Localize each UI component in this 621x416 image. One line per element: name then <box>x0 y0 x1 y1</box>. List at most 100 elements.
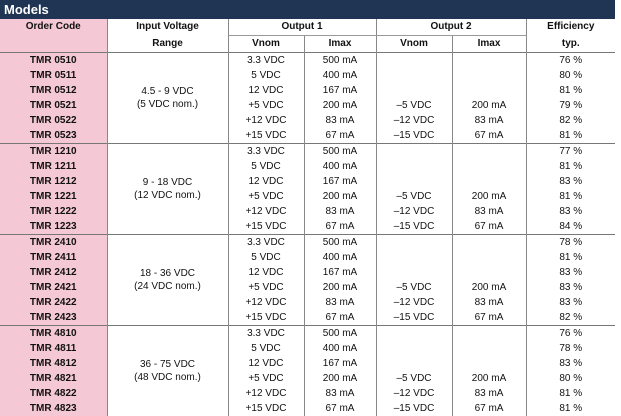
cell-empty <box>452 326 526 342</box>
cell-imax2: 83 mA <box>452 295 526 310</box>
header-cell: Vnom <box>376 36 452 53</box>
order-code: TMR 4822 <box>0 386 107 401</box>
cell-empty <box>376 83 452 98</box>
order-code: TMR 0511 <box>0 68 107 83</box>
cell-empty <box>376 53 452 69</box>
cell-vnom2: –15 VDC <box>376 401 452 416</box>
cell-efficiency: 78 % <box>526 235 615 251</box>
order-code: TMR 0512 <box>0 83 107 98</box>
cell-vnom1: +12 VDC <box>228 204 304 219</box>
cell-vnom1: 3.3 VDC <box>228 235 304 251</box>
cell-efficiency: 81 % <box>526 386 615 401</box>
cell-imax1: 200 mA <box>304 280 376 295</box>
cell-empty <box>376 235 452 251</box>
cell-imax1: 400 mA <box>304 341 376 356</box>
cell-imax2: 83 mA <box>452 386 526 401</box>
header-cell: Imax <box>304 36 376 53</box>
cell-efficiency: 83 % <box>526 280 615 295</box>
cell-empty <box>452 174 526 189</box>
cell-empty <box>452 265 526 280</box>
input-nominal: (48 VDC nom.) <box>134 372 201 383</box>
cell-imax1: 167 mA <box>304 265 376 280</box>
order-code: TMR 1212 <box>0 174 107 189</box>
cell-vnom2: –12 VDC <box>376 204 452 219</box>
cell-imax1: 167 mA <box>304 356 376 371</box>
cell-empty <box>376 144 452 160</box>
input-range: 4.5 - 9 VDC <box>141 86 193 97</box>
order-code: TMR 1222 <box>0 204 107 219</box>
cell-empty <box>452 356 526 371</box>
cell-empty <box>452 250 526 265</box>
cell-imax2: 83 mA <box>452 113 526 128</box>
cell-efficiency: 83 % <box>526 295 615 310</box>
cell-vnom1: 12 VDC <box>228 174 304 189</box>
cell-vnom1: +5 VDC <box>228 98 304 113</box>
cell-efficiency: 81 % <box>526 83 615 98</box>
cell-imax2: 200 mA <box>452 98 526 113</box>
order-code: TMR 2411 <box>0 250 107 265</box>
cell-imax1: 500 mA <box>304 53 376 69</box>
cell-efficiency: 83 % <box>526 174 615 189</box>
cell-empty <box>376 68 452 83</box>
cell-imax2: 67 mA <box>452 219 526 235</box>
cell-efficiency: 83 % <box>526 356 615 371</box>
cell-efficiency: 83 % <box>526 265 615 280</box>
order-code: TMR 0523 <box>0 128 107 144</box>
order-code: TMR 1221 <box>0 189 107 204</box>
cell-empty <box>452 68 526 83</box>
input-voltage: 18 - 36 VDC(24 VDC nom.) <box>107 235 228 326</box>
cell-vnom1: +12 VDC <box>228 113 304 128</box>
order-code: TMR 2421 <box>0 280 107 295</box>
cell-imax2: 67 mA <box>452 310 526 326</box>
cell-imax1: 500 mA <box>304 144 376 160</box>
cell-empty <box>452 341 526 356</box>
cell-vnom1: +15 VDC <box>228 219 304 235</box>
cell-vnom1: 5 VDC <box>228 341 304 356</box>
header-cell: Output 2 <box>376 19 526 36</box>
cell-efficiency: 77 % <box>526 144 615 160</box>
cell-empty <box>376 250 452 265</box>
order-code: TMR 4811 <box>0 341 107 356</box>
cell-vnom1: 5 VDC <box>228 68 304 83</box>
cell-imax1: 167 mA <box>304 174 376 189</box>
header-cell: Order Code <box>0 19 107 53</box>
cell-vnom2: –12 VDC <box>376 386 452 401</box>
input-voltage: 36 - 75 VDC(48 VDC nom.) <box>107 326 228 416</box>
cell-efficiency: 76 % <box>526 53 615 69</box>
cell-imax1: 83 mA <box>304 113 376 128</box>
cell-efficiency: 80 % <box>526 371 615 386</box>
input-nominal: (24 VDC nom.) <box>134 281 201 292</box>
cell-imax2: 83 mA <box>452 204 526 219</box>
cell-imax2: 200 mA <box>452 371 526 386</box>
cell-efficiency: 81 % <box>526 189 615 204</box>
header-cell: typ. <box>526 36 615 53</box>
cell-vnom1: +15 VDC <box>228 128 304 144</box>
header-cell: Input Voltage <box>107 19 228 36</box>
cell-empty <box>452 159 526 174</box>
cell-imax1: 67 mA <box>304 401 376 416</box>
cell-vnom2: –15 VDC <box>376 219 452 235</box>
cell-empty <box>376 326 452 342</box>
cell-vnom1: +5 VDC <box>228 189 304 204</box>
cell-vnom1: 12 VDC <box>228 265 304 280</box>
cell-efficiency: 81 % <box>526 250 615 265</box>
input-range: 9 - 18 VDC <box>143 177 192 188</box>
cell-vnom1: 3.3 VDC <box>228 326 304 342</box>
cell-efficiency: 76 % <box>526 326 615 342</box>
cell-efficiency: 81 % <box>526 128 615 144</box>
input-voltage: 4.5 - 9 VDC (5 VDC nom.) <box>107 53 228 144</box>
cell-vnom1: +15 VDC <box>228 401 304 416</box>
input-nominal: (5 VDC nom.) <box>137 99 198 110</box>
